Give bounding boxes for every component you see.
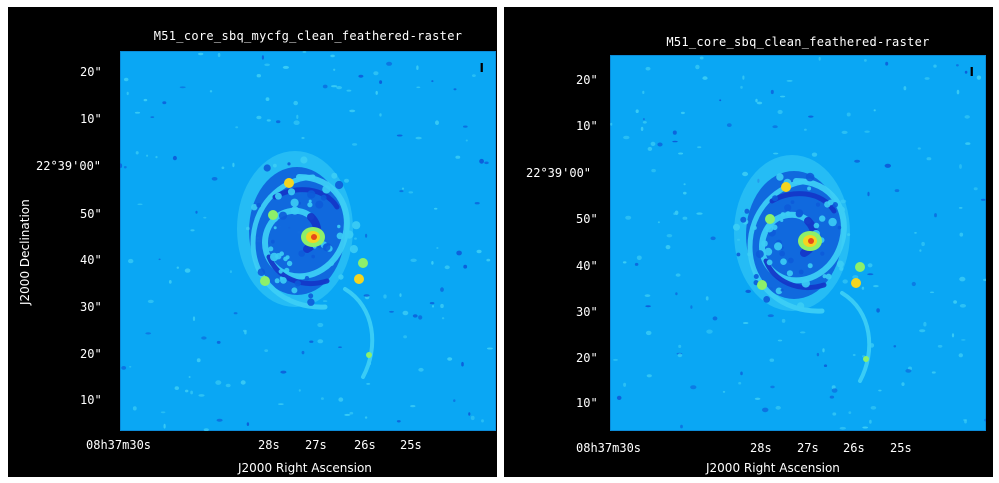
left-x-tick: 27s [305,438,327,452]
right-stokes-label: I [969,65,974,79]
right-y-tick: 40" [576,259,598,273]
left-y-tick: 30" [80,300,102,314]
right-y-tick: 50" [576,212,598,226]
left-y-tick: 20" [80,65,102,79]
right-panel-title: M51_core_sbq_clean_feathered-raster [666,35,930,49]
left-image-panel: M51_core_sbq_mycfg_clean_feathered-raste… [8,7,497,477]
right-y-tick: 20" [576,351,598,365]
left-x-tick: 26s [354,438,376,452]
left-y-tick: 10" [80,112,102,126]
right-x-tick: 08h37m30s [576,441,642,455]
right-y-tick: 22°39'00" [526,166,592,180]
left-x-tick: 25s [400,438,422,452]
right-x-tick: 28s [750,441,772,455]
right-y-tick: 30" [576,305,598,319]
right-x-tick: 26s [843,441,865,455]
right-y-tick: 10" [576,396,598,410]
right-raster-image[interactable]: I [610,55,986,431]
left-galaxy-raster [120,51,493,431]
left-x-tick: 08h37m30s [86,438,152,452]
left-raster-image[interactable]: I [120,51,496,431]
left-x-tick: 28s [258,438,280,452]
right-x-tick: 25s [890,441,912,455]
right-x-axis-label: J2000 Right Ascension [706,461,840,475]
left-stokes-label: I [479,61,484,75]
left-y-axis-label: J2000 Declination [18,199,32,305]
right-y-tick: 20" [576,73,598,87]
right-galaxy-raster [610,56,986,430]
left-y-tick: 50" [80,207,102,221]
right-y-tick: 10" [576,119,598,133]
left-x-axis-label: J2000 Right Ascension [238,461,372,475]
left-y-tick: 10" [80,393,102,407]
right-image-panel: M51_core_sbq_clean_feathered-raster 20" … [504,7,993,477]
left-y-tick: 40" [80,253,102,267]
right-x-tick: 27s [797,441,819,455]
left-y-tick: 22°39'00" [36,159,102,173]
left-panel-title: M51_core_sbq_mycfg_clean_feathered-raste… [153,29,463,43]
left-y-tick: 20" [80,347,102,361]
